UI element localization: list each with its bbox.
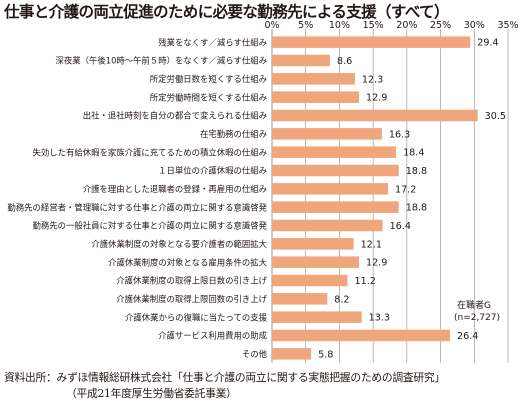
bar: [272, 164, 399, 177]
bar: [272, 146, 397, 158]
gridlines: [271, 29, 509, 363]
value-label: 12.9: [366, 93, 387, 104]
category-label: 介護サービス利用費用の助成: [158, 331, 267, 341]
value-label: 16.4: [390, 221, 411, 232]
value-label: 12.9: [366, 258, 387, 269]
value-label: 16.3: [389, 129, 410, 140]
category-label: 介護休業制度の対象となる雇用条件の拡大: [108, 257, 267, 267]
bar-chart: 0% 5% 10% 15% 20% 25% 30% 35% 残業をなくす／減らす仕組み深夜業（…: [7, 20, 519, 363]
x-tick-label: 5%: [298, 20, 313, 31]
value-label: 29.4: [477, 38, 498, 49]
category-labels: 残業をなくす／減らす仕組み深夜業（午後10時～午前５時）をなくす／減らす仕組み所…: [7, 37, 267, 359]
value-label: 5.8: [318, 349, 333, 360]
category-label: １日単位の介護休暇の仕組み: [158, 166, 267, 176]
bar: [272, 91, 359, 103]
bar: [272, 219, 383, 232]
value-label: 12.3: [362, 74, 383, 85]
bar: [272, 201, 399, 213]
category-label: 介護休業制度の取得上限回数の引き上げ: [116, 294, 267, 304]
value-label: 18.4: [403, 148, 424, 159]
bar: [272, 293, 328, 305]
value-label: 8.6: [337, 56, 352, 67]
value-label: 11.2: [355, 276, 376, 287]
bar: [272, 36, 471, 48]
bars: [272, 36, 478, 360]
category-label: 介護休業制度の取得上限日数の引き上げ: [116, 276, 267, 286]
x-axis-tick-labels: 0% 5% 10% 15% 20% 25% 30% 35%: [264, 20, 518, 31]
x-tick-label: 20%: [396, 20, 417, 31]
category-label: 所定労働日数を短くする仕組み: [150, 74, 267, 84]
x-tick-label: 0%: [264, 20, 279, 31]
category-label: 勤務先の一般社員に対する仕事と介護の両立に関する意識啓発: [33, 221, 268, 231]
source-line-1: 資料出所：みずほ情報総研株式会社「仕事と介護の両立に関する実態把握のための調査研…: [4, 371, 445, 384]
source-line-2: （平成21年度厚生労働省委託事業）: [66, 387, 237, 400]
chart-title: 仕事と介護の両立促進のために必要な勤務先による支援（すべて）: [4, 3, 449, 21]
bar: [272, 54, 330, 67]
category-label: 在宅勤務の仕組み: [200, 129, 267, 139]
x-tick-label: 25%: [430, 20, 451, 31]
value-label: 12.1: [361, 239, 382, 250]
category-label: 深夜業（午後10時～午前５時）をなくす／減らす仕組み: [56, 56, 268, 66]
bar: [272, 348, 312, 360]
bar: [272, 73, 355, 85]
x-tick-label: 30%: [464, 20, 485, 31]
bar: [272, 329, 451, 342]
value-label: 18.8: [406, 166, 427, 177]
bar: [272, 183, 388, 195]
value-label: 18.8: [406, 203, 427, 214]
source-note: 資料出所：みずほ情報総研株式会社「仕事と介護の両立に関する実態把握のための調査研…: [4, 370, 516, 402]
value-label: 30.5: [485, 111, 506, 122]
category-label: 介護休業制度の対象となる要介護者の範囲拡大: [91, 239, 267, 249]
bar: [272, 311, 362, 323]
value-label: 26.4: [457, 331, 478, 342]
sample-note-line-2: (n=2,727): [454, 313, 500, 323]
category-label: 勤務先の経営者・管理職に対する仕事と介護の両立に関する意識啓発: [7, 202, 267, 212]
category-label: 介護を理由とした退職者の登録・再雇用の仕組み: [83, 184, 267, 194]
category-label: 出社・退社時刻を自分の都合で変えられる仕組み: [83, 111, 267, 121]
value-label: 13.3: [369, 313, 390, 324]
x-tick-label: 35%: [497, 20, 518, 31]
bar: [272, 274, 348, 287]
x-tick-label: 10%: [329, 20, 350, 31]
category-label: 介護休業からの復職に当たっての支援: [125, 312, 268, 322]
value-label: 17.2: [395, 184, 416, 195]
sample-note-line-1: 在職者G: [457, 299, 491, 311]
category-label: 所定労働時間を短くする仕組み: [150, 92, 267, 102]
category-label: 残業をなくす／減らす仕組み: [158, 37, 267, 47]
bar: [272, 128, 382, 140]
bar: [272, 256, 359, 268]
category-label: 失効した有給休暇を家族介護に充てるための積立休暇の仕組み: [33, 147, 268, 157]
x-tick-label: 15%: [363, 20, 384, 31]
bar: [272, 238, 354, 250]
bar: [272, 109, 478, 122]
value-labels: 29.4 8.6 12.3 12.9 30.5 16.3 18.4 18.8 17.2 18.8 1…: [318, 38, 506, 361]
category-label: その他: [242, 349, 268, 359]
value-label: 8.2: [334, 294, 349, 305]
